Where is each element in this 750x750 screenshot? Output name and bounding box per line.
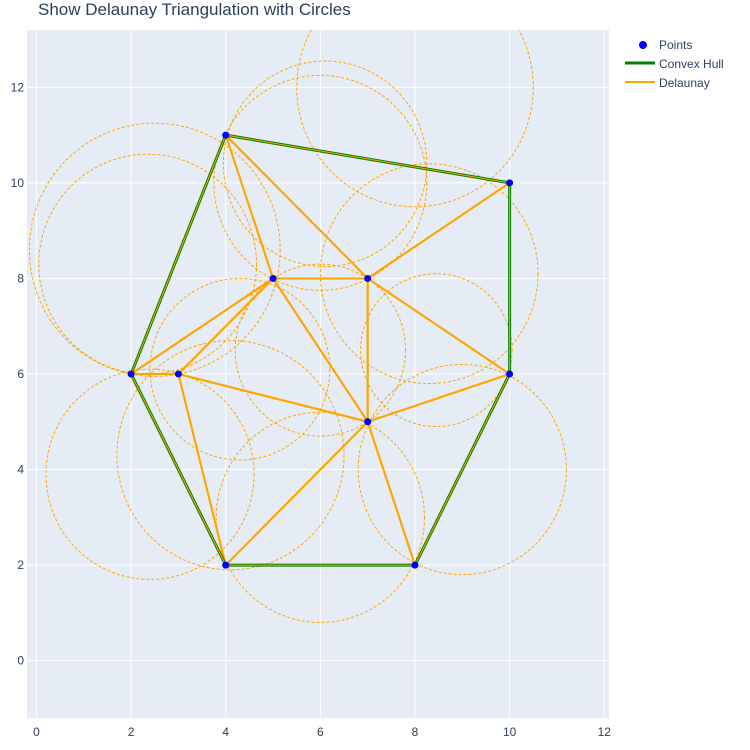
x-tick-label: 0 — [33, 725, 40, 739]
data-point[interactable] — [222, 131, 230, 139]
y-tick-label: 10 — [11, 176, 25, 190]
data-point[interactable] — [174, 370, 182, 378]
x-tick-label: 10 — [503, 725, 517, 739]
circumcircle — [360, 273, 513, 428]
legend-delaunay-label: Delaunay — [659, 76, 710, 90]
data-point[interactable] — [506, 370, 514, 378]
y-tick-label: 0 — [17, 654, 24, 668]
legend-item-hull[interactable]: Convex Hull — [625, 57, 724, 71]
y-tick-label: 2 — [17, 558, 24, 572]
y-tick-label: 12 — [11, 80, 25, 94]
circumcircle — [45, 368, 255, 580]
x-tick-label: 4 — [222, 725, 229, 739]
data-point[interactable] — [411, 561, 419, 569]
y-tick-label: 4 — [17, 463, 24, 477]
x-tick-label: 6 — [317, 725, 324, 739]
y-tick-label: 8 — [17, 271, 24, 285]
circumcircle — [319, 163, 539, 385]
circumcircle — [357, 363, 567, 576]
legend-item-points[interactable]: Points — [639, 38, 692, 52]
circumcircle — [215, 411, 425, 623]
legend-points-label: Points — [659, 38, 692, 52]
y-tick-label: 6 — [17, 367, 24, 381]
legend-item-delaunay[interactable]: Delaunay — [625, 76, 710, 90]
data-point[interactable] — [506, 179, 514, 187]
circumcircle — [28, 122, 281, 377]
legend-points-marker — [639, 41, 647, 49]
chart-title: Show Delaunay Triangulation with Circles — [38, 0, 351, 19]
data-point[interactable] — [364, 274, 372, 282]
x-tick-label: 8 — [412, 725, 419, 739]
circumcircle — [116, 340, 345, 571]
data-point[interactable] — [269, 274, 277, 282]
data-point[interactable] — [127, 370, 135, 378]
data-point[interactable] — [222, 561, 230, 569]
circumcircle — [149, 277, 331, 461]
data-point[interactable] — [364, 418, 372, 426]
legend[interactable]: Points Convex Hull Delaunay — [625, 38, 724, 90]
legend-hull-label: Convex Hull — [659, 57, 724, 71]
x-tick-label: 2 — [128, 725, 135, 739]
x-tick-label: 12 — [598, 725, 612, 739]
circumcircle — [213, 74, 428, 291]
circumcircle — [296, 30, 534, 208]
